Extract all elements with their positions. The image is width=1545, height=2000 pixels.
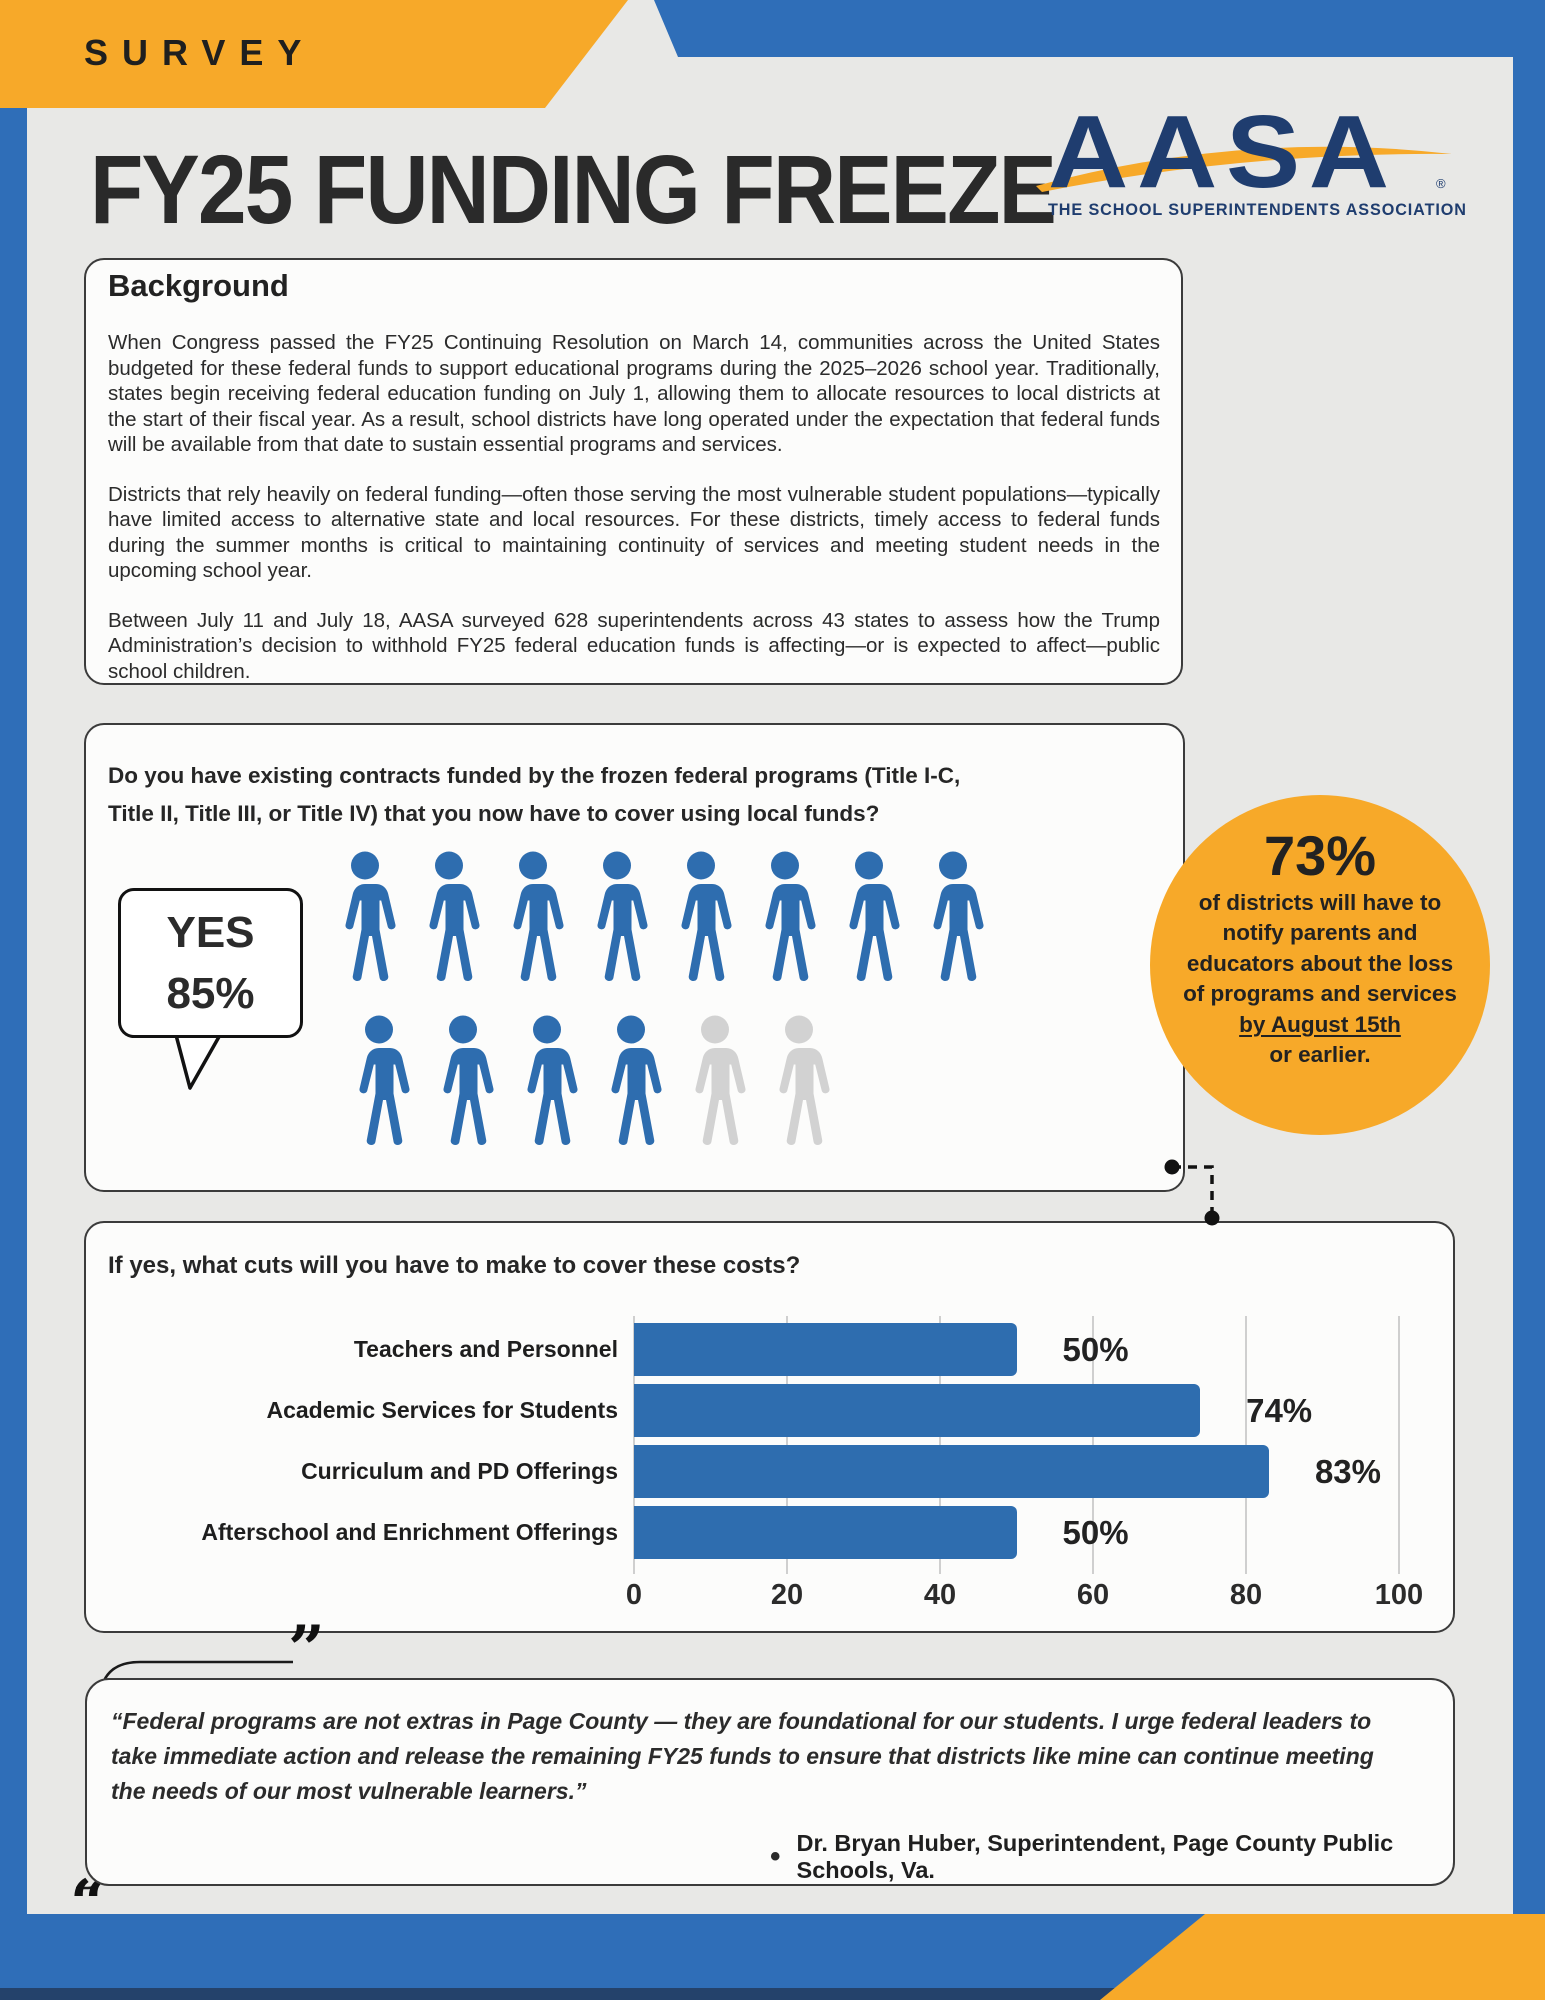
attribution-bullet: • xyxy=(770,1840,781,1873)
left-border-strip xyxy=(0,100,27,1914)
background-paragraphs: When Congress passed the FY25 Continuing… xyxy=(108,330,1160,708)
highlight-stat-underlined: by August 15th xyxy=(1239,1011,1401,1037)
highlight-stat-line: of districts will have to xyxy=(1198,889,1442,915)
x-axis-tick-label: 20 xyxy=(770,1579,804,1611)
background-paragraph: When Congress passed the FY25 Continuing… xyxy=(108,331,1160,456)
registered-mark: ® xyxy=(1436,176,1446,191)
answer-speech-bubble: YES 85% xyxy=(118,888,303,1038)
x-axis-tick-label: 40 xyxy=(923,1579,957,1611)
background-panel xyxy=(84,258,1183,685)
pictogram-row xyxy=(330,850,988,998)
bar-value-label: 50% xyxy=(1062,1330,1129,1368)
person-filled-icon xyxy=(428,1014,498,1162)
background-paragraph: Between July 11 and July 18, AASA survey… xyxy=(108,608,1160,683)
x-axis-tick-label: 60 xyxy=(1076,1579,1110,1611)
person-filled-icon xyxy=(512,1014,582,1162)
bar-value-label: 74% xyxy=(1246,1391,1313,1429)
bar xyxy=(634,1384,1201,1437)
aasa-logo-tagline: THE SCHOOL SUPERINTENDENTS ASSOCIATION xyxy=(1048,201,1467,219)
highlight-stat-line: educators about the loss xyxy=(1186,950,1454,976)
person-filled-icon xyxy=(498,850,568,998)
chart-title: If yes, what cuts will you have to make … xyxy=(108,1252,801,1279)
category-label: Academic Services for Students xyxy=(266,1397,618,1423)
person-filled-icon xyxy=(918,850,988,998)
person-empty-icon xyxy=(680,1014,750,1162)
answer-label: YES xyxy=(166,908,255,957)
person-filled-icon xyxy=(596,1014,666,1162)
highlight-stat-circle: 73% of districts will have to notify pare… xyxy=(1150,795,1490,1135)
person-filled-icon xyxy=(750,850,820,998)
question-text: Do you have existing contracts funded by… xyxy=(108,763,961,826)
highlight-stat-last-line: or earlier. xyxy=(1269,1042,1371,1068)
dashed-connector xyxy=(1164,1159,1220,1226)
gridline xyxy=(1398,1316,1400,1574)
speech-bubble-tail xyxy=(174,1033,222,1090)
bar-value-label: 83% xyxy=(1314,1452,1381,1490)
page-title: FY25 FUNDING FREEZE xyxy=(90,135,1057,244)
x-axis-tick-label: 80 xyxy=(1229,1579,1263,1611)
x-axis-tick-label: 100 xyxy=(1374,1579,1424,1611)
quote-attribution: • Dr. Bryan Huber, Superintendent, Page … xyxy=(770,1830,1410,1884)
highlight-stat-line: of programs and services xyxy=(1183,981,1457,1007)
quote-panel xyxy=(85,1678,1455,1886)
category-label: Curriculum and PD Offerings xyxy=(301,1458,618,1484)
top-right-corner-accent xyxy=(654,0,1545,57)
bar xyxy=(634,1506,1017,1559)
pictogram-row xyxy=(344,1014,988,1162)
person-filled-icon xyxy=(414,850,484,998)
quote-text: “Federal programs are not extras in Page… xyxy=(111,1708,1374,1804)
attribution-text: Dr. Bryan Huber, Superintendent, Page Co… xyxy=(796,1830,1394,1883)
survey-banner-label: SURVEY xyxy=(84,32,316,73)
close-quote-icon: ” xyxy=(288,1612,325,1687)
highlight-stat-line: notify parents and xyxy=(1222,920,1418,946)
answer-value: 85% xyxy=(166,968,255,1018)
aasa-logo-wordmark: AASA xyxy=(1048,94,1398,209)
person-filled-icon xyxy=(344,1014,414,1162)
x-axis-tick-label: 0 xyxy=(625,1579,643,1611)
background-paragraph: Districts that rely heavily on federal f… xyxy=(108,482,1160,583)
person-filled-icon xyxy=(834,850,904,998)
category-label: Teachers and Personnel xyxy=(353,1336,618,1362)
bar-value-label: 50% xyxy=(1062,1513,1129,1551)
bar xyxy=(634,1445,1269,1498)
survey-banner xyxy=(0,0,628,108)
highlight-stat-value: 73% xyxy=(1263,824,1377,887)
person-filled-icon xyxy=(582,850,652,998)
highlight-stat-text: of districts will have to notify parents … xyxy=(1150,888,1490,1010)
right-border-strip xyxy=(1513,0,1545,1914)
person-empty-icon xyxy=(764,1014,834,1162)
logo-swoosh-icon xyxy=(1036,146,1452,192)
bar xyxy=(634,1323,1017,1376)
person-filled-icon xyxy=(330,850,400,998)
people-pictogram xyxy=(330,850,988,1162)
person-filled-icon xyxy=(666,850,736,998)
background-heading: Background xyxy=(108,268,289,303)
category-label: Afterschool and Enrichment Offerings xyxy=(201,1519,618,1545)
